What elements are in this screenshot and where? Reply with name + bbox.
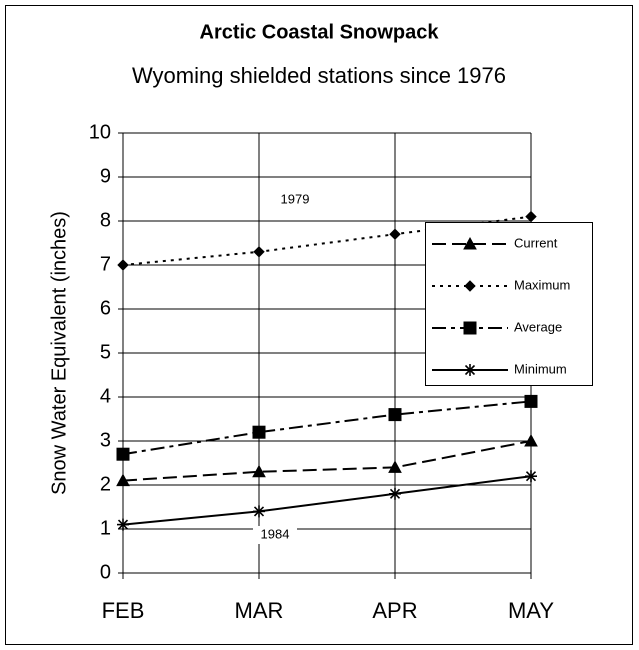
marker xyxy=(388,408,402,422)
series-line xyxy=(122,475,532,526)
chart-title: Arctic Coastal Snowpack xyxy=(200,21,440,43)
marker xyxy=(117,259,129,271)
marker xyxy=(525,470,537,483)
y-tick-label: 10 xyxy=(89,121,111,143)
marker xyxy=(525,210,537,223)
legend-label: Average xyxy=(514,319,562,334)
y-tick-label: 0 xyxy=(100,561,111,583)
marker xyxy=(464,364,476,376)
y-tick-label: 9 xyxy=(100,165,111,187)
marker xyxy=(463,236,477,250)
marker xyxy=(252,425,266,439)
marker xyxy=(464,280,476,292)
y-tick-label: 7 xyxy=(100,253,111,275)
series-line xyxy=(122,440,532,482)
marker xyxy=(463,321,477,335)
marker xyxy=(117,518,129,531)
marker xyxy=(116,447,130,461)
annotation-bg xyxy=(253,526,297,544)
marker xyxy=(389,487,401,500)
marker xyxy=(524,433,538,447)
chart-subtitle: Wyoming shielded stations since 1976 xyxy=(132,63,506,88)
y-tick-label: 3 xyxy=(100,429,111,451)
legend-box xyxy=(425,222,593,386)
marker xyxy=(388,460,402,473)
y-tick-label: 2 xyxy=(100,473,111,495)
marker xyxy=(253,246,265,258)
y-tick-label: 8 xyxy=(100,209,111,231)
marker xyxy=(253,505,265,518)
series-line xyxy=(122,400,532,456)
annotation: 1979 xyxy=(281,191,310,206)
legend-label: Minimum xyxy=(514,361,567,376)
y-axis-label: Snow Water Equivalent (inches) xyxy=(48,211,70,495)
x-tick-label: MAY xyxy=(508,598,554,623)
legend-label: Current xyxy=(514,235,558,250)
x-tick-label: FEB xyxy=(102,598,145,623)
y-tick-label: 5 xyxy=(100,341,111,363)
y-tick-label: 1 xyxy=(100,517,111,539)
y-tick-label: 6 xyxy=(100,297,111,319)
annotation: 1984 xyxy=(261,526,290,541)
x-tick-label: APR xyxy=(372,598,417,623)
annotation-bg xyxy=(273,191,317,209)
marker xyxy=(116,473,130,487)
legend: Current Maximum Average Minimum xyxy=(425,222,593,386)
x-tick-label: MAR xyxy=(235,598,284,623)
marker xyxy=(252,464,266,478)
y-tick-label: 4 xyxy=(100,385,111,407)
marker xyxy=(524,394,538,408)
legend-label: Maximum xyxy=(514,277,570,292)
marker xyxy=(389,228,401,240)
